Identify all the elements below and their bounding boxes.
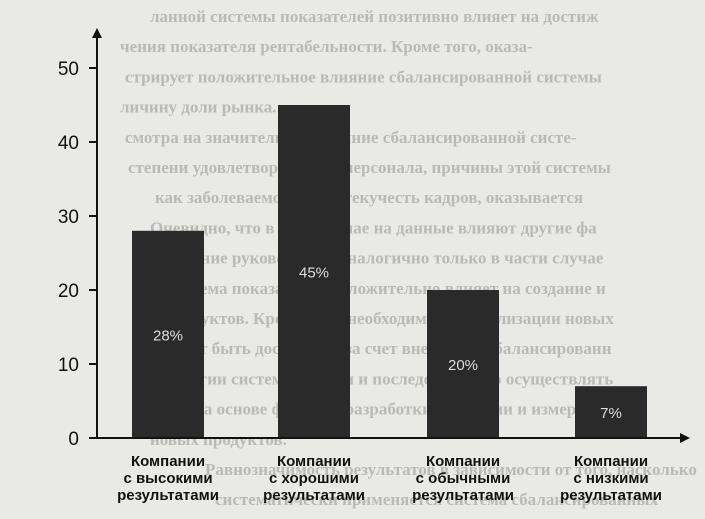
background-text-line: стия на основе функции разработки страте…: [155, 400, 613, 419]
y-axis-arrow-icon: [92, 28, 102, 38]
category-label: Компании с хорошими результатами: [263, 453, 365, 504]
category-label-line: результатами: [263, 487, 365, 504]
category-label-line: с обычными: [416, 470, 511, 487]
category-label-line: результатами: [560, 487, 662, 504]
y-tick-label: 20: [58, 281, 79, 302]
background-text-line: стратегии систематически и последователь…: [150, 369, 613, 388]
bar: [132, 230, 204, 438]
category-label-line: с низкими: [573, 470, 648, 487]
bar: [427, 290, 499, 438]
category-label-line: Компании: [426, 453, 500, 470]
background-text-line: личину доли рынка.: [120, 98, 277, 117]
background-text-line: систематически применяется система сбала…: [215, 490, 659, 509]
background-text-line: ланной системы показателей позитивно вли…: [150, 7, 599, 26]
category-label: Компании с высокими результатами: [117, 453, 219, 504]
bars-layer: [132, 105, 647, 438]
bar-data-label: 28%: [153, 327, 183, 344]
category-label-line: результатами: [412, 487, 514, 504]
bar: [278, 105, 350, 438]
y-tick-label: 0: [68, 429, 79, 450]
category-label-line: Компании: [574, 453, 648, 470]
y-tick-label: 30: [58, 207, 79, 228]
bar-data-label: 45%: [299, 265, 329, 282]
background-text-line: Очевидно, что в этом случае на данные вл…: [150, 218, 597, 237]
background-text-line: поведение руководства. Аналогично только…: [150, 249, 604, 268]
background-text-line: ная система показателей положительно вли…: [135, 279, 606, 298]
y-tick-label: 40: [58, 133, 79, 154]
background-text-line: смотра на значительное влияние сбалансир…: [125, 128, 577, 147]
background-text-line: Равнозначимость результатов в зависимост…: [205, 460, 697, 479]
category-label: Компании с обычными результатами: [412, 453, 514, 504]
y-tick-label: 50: [58, 59, 79, 80]
category-label: Компании с низкими результатами: [560, 453, 662, 504]
background-text-line: чения показателя рентабельности. Кроме т…: [120, 37, 533, 56]
bar: [575, 386, 647, 438]
bar-data-label: 20%: [448, 357, 478, 374]
category-label-line: Компании: [277, 453, 351, 470]
axes-layer: [89, 28, 690, 443]
category-label-line: с высокими: [123, 470, 212, 487]
background-text-line: степени удовлетворенности персонала, при…: [128, 158, 611, 177]
background-text-line: продуктов. Кроме того, необходима для ре…: [165, 309, 614, 328]
x-axis-arrow-icon: [680, 433, 690, 443]
background-text-layer: ланной системы показателей позитивно вли…: [120, 7, 697, 509]
background-text-line: стрирует положительное влияние сбалансир…: [125, 67, 602, 86]
category-label-line: с хорошими: [269, 470, 359, 487]
category-label-line: Компании: [131, 453, 205, 470]
background-text-line: как заболеваемость или текучесть кадров,…: [155, 188, 583, 207]
bar-data-label: 7%: [600, 405, 622, 422]
y-tick-label: 10: [58, 355, 79, 376]
background-text-line: может быть достигнута за счет внедрения …: [160, 339, 612, 358]
category-label-line: результатами: [117, 487, 219, 504]
